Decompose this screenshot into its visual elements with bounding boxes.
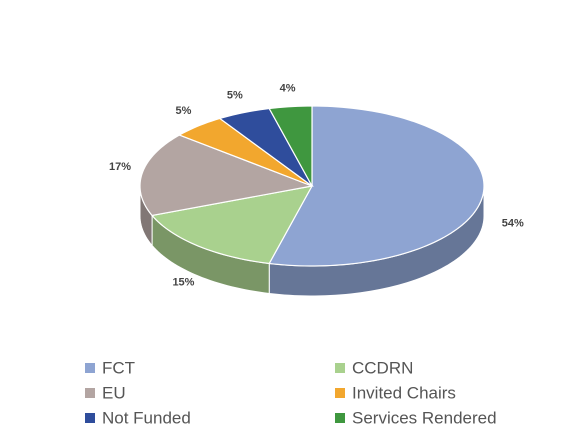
legend-swatch xyxy=(85,363,95,373)
legend-label: Invited Chairs xyxy=(352,383,456,402)
data-label: 5% xyxy=(227,89,243,101)
data-label: 15% xyxy=(172,277,194,289)
legend-label: FCT xyxy=(102,358,135,377)
legend-swatch xyxy=(335,363,345,373)
legend-label: CCDRN xyxy=(352,358,413,377)
data-label: 5% xyxy=(176,105,192,117)
legend-label: Not Funded xyxy=(102,408,191,427)
slice xyxy=(268,105,313,187)
slice xyxy=(268,105,485,267)
slice xyxy=(218,107,313,187)
slice xyxy=(178,117,313,187)
legend-swatch xyxy=(335,413,345,423)
slice xyxy=(139,134,315,217)
legend-label: EU xyxy=(102,383,126,402)
data-label: 17% xyxy=(109,161,131,173)
data-label: 4% xyxy=(280,82,296,94)
legend-swatch xyxy=(335,388,345,398)
data-label: 54% xyxy=(502,218,524,230)
slice xyxy=(150,185,314,265)
legend-label: Services Rendered xyxy=(352,408,497,427)
legend-swatch xyxy=(85,388,95,398)
legend-swatch xyxy=(85,413,95,423)
